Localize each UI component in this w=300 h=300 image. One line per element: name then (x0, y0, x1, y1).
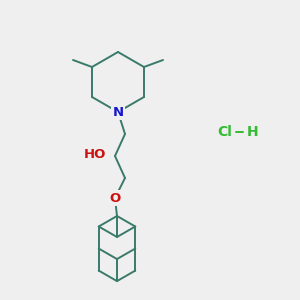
Text: N: N (112, 106, 124, 118)
Text: H: H (247, 125, 259, 139)
Text: O: O (110, 191, 121, 205)
Text: HO: HO (84, 148, 106, 161)
Text: Cl: Cl (218, 125, 232, 139)
